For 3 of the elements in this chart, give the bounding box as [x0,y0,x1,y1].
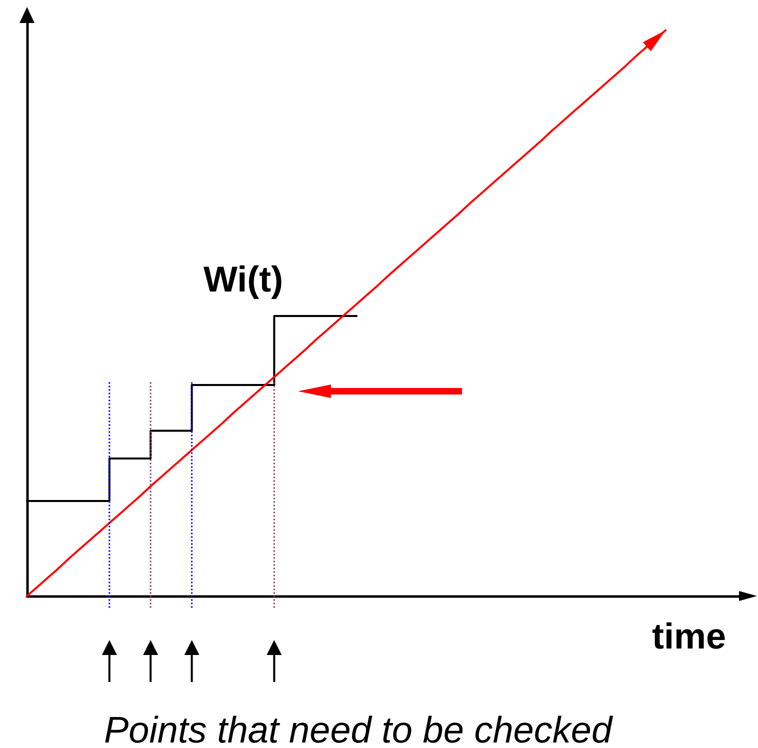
series-label: Wi(t) [203,258,284,300]
x-axis-title: time [652,616,726,656]
text: Points that need to be checked [104,710,614,748]
